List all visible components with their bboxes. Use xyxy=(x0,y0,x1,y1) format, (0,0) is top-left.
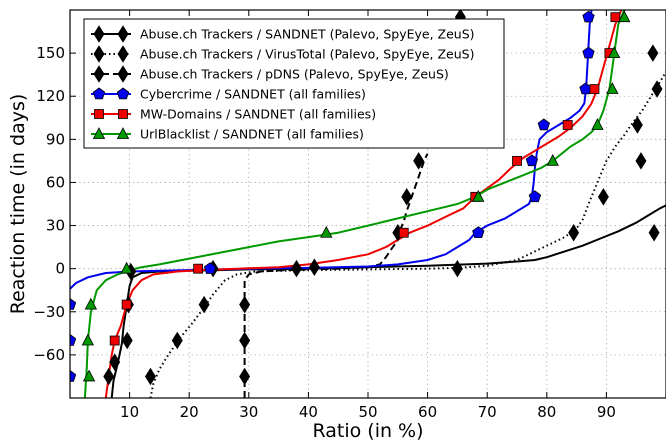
series-point-3 xyxy=(583,11,594,22)
x-tick-label: 80 xyxy=(537,403,556,421)
series-point-5 xyxy=(547,155,558,166)
legend-label-4: MW-Domains / SANDNET (all families) xyxy=(140,107,376,122)
y-tick-label: 30 xyxy=(46,217,65,235)
series-point-1 xyxy=(452,261,462,277)
series-point-1 xyxy=(199,297,209,313)
x-tick-label: 20 xyxy=(180,403,199,421)
y-tick-label: 150 xyxy=(36,44,65,62)
series-point-1 xyxy=(598,189,608,205)
series-point-1 xyxy=(145,368,155,384)
series-point-4 xyxy=(122,300,131,309)
series-point-4 xyxy=(110,336,119,345)
series-point-5 xyxy=(82,335,93,346)
series-point-0 xyxy=(649,225,659,241)
y-tick-label: 60 xyxy=(46,173,65,191)
legend-marker-4 xyxy=(95,110,104,119)
series-point-4 xyxy=(194,264,203,273)
legend-label-2: Abuse.ch Trackers / pDNS (Palevo, SpyEye… xyxy=(140,67,449,82)
x-tick-label: 90 xyxy=(597,403,616,421)
series-point-0 xyxy=(104,368,114,384)
y-tick-label: 90 xyxy=(46,130,65,148)
y-axis-label: Reaction time (in days) xyxy=(7,94,29,315)
series-point-5 xyxy=(321,227,332,238)
series-point-2 xyxy=(240,368,250,384)
legend-label-1: Abuse.ch Trackers / VirusTotal (Palevo, … xyxy=(140,47,474,62)
series-point-4 xyxy=(590,85,599,94)
legend-label-3: Cybercrime / SANDNET (all families) xyxy=(140,87,366,102)
x-tick-label: 40 xyxy=(299,403,318,421)
series-point-1 xyxy=(636,153,646,169)
series-point-1 xyxy=(632,117,642,133)
y-tick-label: −30 xyxy=(33,303,65,321)
legend-label-0: Abuse.ch Trackers / SANDNET (Palevo, Spy… xyxy=(140,27,475,42)
x-tick-label: 70 xyxy=(478,403,497,421)
x-tick-label: 60 xyxy=(418,403,437,421)
series-point-5 xyxy=(592,119,603,130)
series-point-0 xyxy=(291,261,301,277)
series-point-4 xyxy=(513,156,522,165)
series-point-3 xyxy=(583,47,594,58)
series-point-3 xyxy=(538,119,549,130)
series-point-2 xyxy=(240,297,250,313)
series-point-1 xyxy=(652,81,662,97)
y-tick-label: 120 xyxy=(36,87,65,105)
series-point-3 xyxy=(580,83,591,94)
series-point-2 xyxy=(240,333,250,349)
series-point-4 xyxy=(399,228,408,237)
x-axis-label: Ratio (in %) xyxy=(312,420,423,441)
x-tick-label: 30 xyxy=(239,403,258,421)
series-point-1 xyxy=(172,333,182,349)
series-point-5 xyxy=(84,370,95,381)
x-tick-label: 50 xyxy=(358,403,377,421)
series-line-0 xyxy=(112,205,666,398)
x-tick-label: 10 xyxy=(120,403,139,421)
series-point-1 xyxy=(648,45,658,61)
legend-marker-4 xyxy=(119,110,128,119)
series-point-3 xyxy=(529,191,540,202)
series-line-2 xyxy=(245,154,428,398)
series-point-0 xyxy=(309,259,319,275)
series-point-4 xyxy=(563,120,572,129)
series-point-2 xyxy=(402,189,412,205)
y-tick-label: −60 xyxy=(33,346,65,364)
legend: Abuse.ch Trackers / SANDNET (Palevo, Spy… xyxy=(84,19,504,148)
series-point-4 xyxy=(611,13,620,22)
legend-label-5: UrlBlacklist / SANDNET (all families) xyxy=(140,127,364,142)
y-tick-label: 0 xyxy=(55,260,65,278)
